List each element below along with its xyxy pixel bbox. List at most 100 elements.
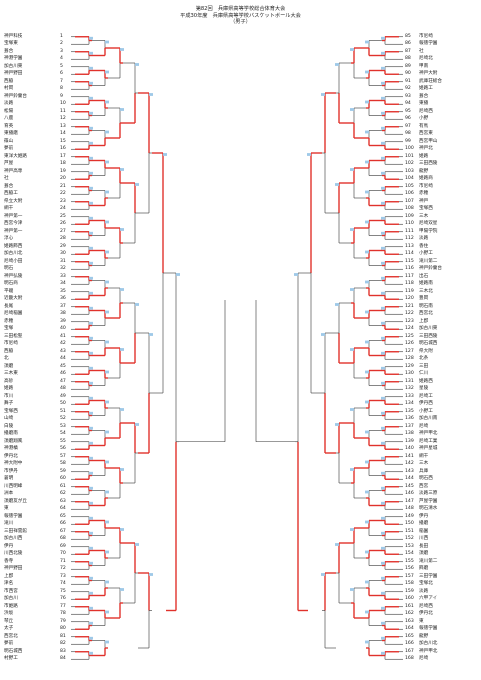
team-number: 129 — [405, 363, 414, 369]
team-number: 156 — [405, 566, 414, 571]
team-name: 姫路飾西 — [4, 243, 23, 249]
score-mark — [381, 66, 385, 70]
score-mark — [350, 288, 354, 291]
team-number: 145 — [405, 483, 414, 489]
team-entry: 須磨翔風 55 — [4, 438, 70, 447]
score-mark — [176, 273, 180, 276]
team-name: 須磨翔風 — [4, 438, 23, 444]
score-mark — [89, 81, 93, 85]
team-number: 150 — [405, 521, 414, 526]
score-mark — [335, 183, 339, 186]
team-name: 三木 — [419, 461, 429, 466]
team-name: 網干 — [419, 453, 429, 459]
score-mark — [381, 321, 385, 325]
team-number: 137 — [405, 423, 414, 429]
score-mark — [120, 348, 124, 351]
team-entry: 姫路工 92 — [405, 85, 477, 94]
team-name: 尼崎 — [419, 423, 429, 429]
team-name: 葺合 — [419, 93, 429, 99]
team-number: 124 — [405, 326, 414, 331]
score-mark — [381, 126, 385, 130]
team-number: 138 — [405, 431, 414, 436]
team-entry: 加古川南 136 — [405, 415, 477, 424]
team-name: 太子 — [4, 626, 14, 631]
team-entry: 西宮東 98 — [405, 130, 477, 139]
team-name: 飾磨 — [419, 566, 429, 571]
team-entry: 三田松聖 41 — [4, 333, 70, 342]
team-name: 川西明峰 — [4, 483, 23, 489]
team-name: 尼崎稲園 — [4, 311, 23, 316]
team-name: 小野 — [419, 116, 429, 121]
team-name: 淡路 — [419, 236, 429, 241]
score-mark — [105, 580, 109, 584]
team-entry: 須磨 154 — [405, 550, 477, 559]
team-name: 琴丘 — [4, 618, 14, 624]
team-name: 市姫路 — [4, 603, 18, 609]
team-name: 播磨南 — [4, 431, 18, 436]
team-number: 117 — [405, 273, 414, 279]
team-name: 兵庫 — [419, 468, 429, 474]
score-mark — [120, 408, 124, 411]
team-name: 須磨 — [4, 363, 14, 369]
team-entry: 宝塚西 51 — [4, 408, 70, 417]
team-name: 西脇 — [4, 348, 14, 354]
team-name: 明石城西 — [4, 648, 23, 654]
team-entry: 平磯 35 — [4, 288, 70, 297]
team-name: 尼崎西 — [419, 108, 433, 114]
team-name: 淳心 — [4, 236, 14, 241]
score-mark — [89, 171, 93, 175]
team-name: 神戸北 — [419, 146, 433, 151]
team-name: 報徳学園 — [4, 513, 23, 519]
team-name: 龍野 — [419, 633, 429, 639]
score-mark — [89, 441, 93, 445]
team-number: 26 — [60, 221, 66, 226]
team-entry: 三田西陵 102 — [405, 160, 477, 169]
team-number: 69 — [60, 543, 66, 549]
team-name: 宝塚西 — [419, 206, 433, 211]
score-mark — [381, 336, 385, 340]
team-name: 神戸星城 — [419, 446, 438, 451]
score-mark — [89, 306, 93, 310]
team-entry: 網干 24 — [4, 205, 70, 214]
team-name: 加古川 — [4, 596, 18, 601]
team-name: 宝塚東 — [4, 41, 18, 46]
team-name: 網干 — [4, 206, 14, 211]
team-number: 70 — [60, 551, 66, 556]
team-name: 赤穂 — [419, 191, 429, 196]
title-line-3: （男子） — [230, 19, 251, 26]
team-entry: 川西明峰 61 — [4, 483, 70, 492]
team-number: 120 — [405, 296, 414, 301]
team-entry: 高砂 47 — [4, 378, 70, 387]
score-mark — [120, 468, 124, 471]
team-number: 136 — [405, 416, 414, 421]
score-mark — [89, 231, 93, 235]
team-number: 108 — [405, 206, 414, 211]
team-entry: 三田学園 157 — [405, 573, 477, 582]
team-number: 133 — [405, 393, 414, 399]
score-mark — [365, 460, 369, 464]
team-entry: 神戸大附 90 — [405, 70, 477, 79]
team-entry: 東 163 — [405, 618, 477, 627]
team-name: 三田西陵 — [419, 161, 438, 166]
team-number: 37 — [60, 303, 66, 309]
score-mark — [149, 333, 153, 336]
team-name: 加古川北 — [419, 641, 438, 646]
team-number: 74 — [60, 581, 66, 586]
team-name: 報徳学園 — [419, 41, 438, 46]
team-number: 52 — [60, 416, 66, 421]
score-mark — [365, 310, 369, 314]
team-name: 三田松聖 — [4, 333, 23, 339]
score-mark — [381, 501, 385, 505]
team-name: 明石西 — [419, 476, 433, 481]
team-entry: 村野工 84 — [4, 655, 70, 664]
score-mark — [365, 40, 369, 44]
team-number: 1 — [60, 33, 63, 39]
team-name: 芦屋学園 — [419, 498, 438, 504]
team-entry: 社 87 — [405, 48, 477, 57]
score-mark — [105, 220, 109, 224]
team-entry: 西脇 43 — [4, 348, 70, 357]
team-name: 小野工 — [419, 251, 433, 256]
score-mark — [149, 93, 153, 96]
team-name: 西宮北 — [419, 311, 433, 316]
team-name: 神戸科技 — [4, 33, 23, 39]
